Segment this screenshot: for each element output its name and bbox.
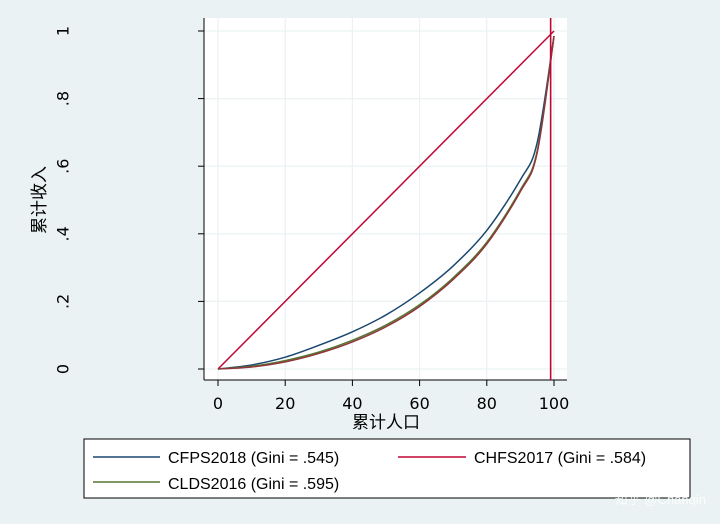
legend-label: CHFS2017 (Gini = .584) <box>474 450 646 467</box>
x-tick-label: 40 <box>342 394 362 413</box>
y-tick-label: .2 <box>54 294 73 309</box>
x-tick-label: 20 <box>275 394 295 413</box>
legend: CFPS2018 (Gini = .545) CHFS2017 (Gini = … <box>83 438 691 499</box>
y-tick-label: 1 <box>54 26 73 36</box>
equality-line <box>217 30 555 370</box>
y-tick-label: 0 <box>54 364 73 374</box>
axes: 0 20 40 60 80 100 0 .2 .4 .6 .8 1 <box>54 18 570 413</box>
lorenz-curve <box>217 35 555 370</box>
y-tick-label: .8 <box>54 91 73 106</box>
legend-label: CFPS2018 (Gini = .545) <box>168 450 339 467</box>
x-tick-label: 60 <box>409 394 429 413</box>
lorenz-curve <box>217 35 555 370</box>
x-tick-label: 80 <box>477 394 497 413</box>
lorenz-curve <box>217 35 555 370</box>
x-tick-label: 0 <box>213 394 223 413</box>
x-axis-title: 累计人口 <box>352 413 420 433</box>
series-layer <box>217 18 555 380</box>
y-tick-label: .4 <box>54 226 73 241</box>
y-tick-label: .6 <box>54 159 73 174</box>
legend-label: CLDS2016 (Gini = .595) <box>168 476 339 493</box>
grid <box>204 18 567 380</box>
watermark: 知乎 @Chanqin <box>615 492 706 507</box>
y-axis-title: 累计收入 <box>30 166 50 234</box>
legend-box <box>83 438 691 499</box>
x-tick-label: 100 <box>539 394 570 413</box>
